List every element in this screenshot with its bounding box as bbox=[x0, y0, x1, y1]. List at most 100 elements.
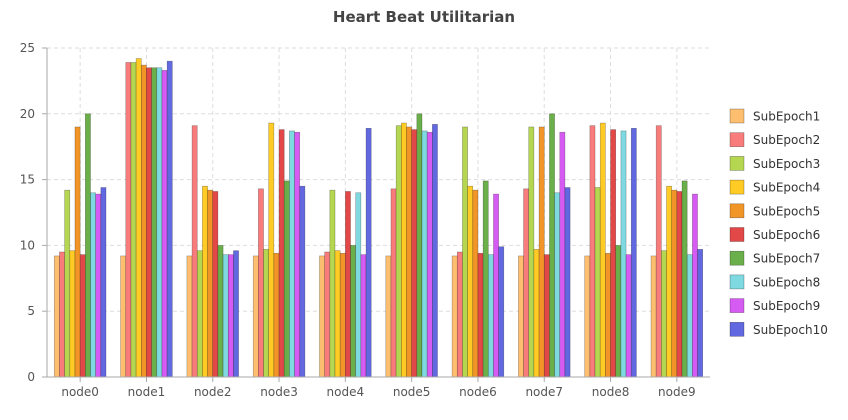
bar-node9-SubEpoch3 bbox=[661, 250, 667, 378]
bar-node5-SubEpoch9 bbox=[426, 131, 433, 378]
bar-node4-SubEpoch1 bbox=[319, 255, 325, 378]
x-tick-label: node6 bbox=[459, 385, 497, 399]
bar-node6-SubEpoch8 bbox=[487, 254, 494, 378]
bar-node2-SubEpoch10 bbox=[233, 250, 239, 378]
legend-label: SubEpoch1 bbox=[753, 110, 820, 124]
bar-node8-SubEpoch5 bbox=[605, 252, 611, 378]
bar-node9-SubEpoch7 bbox=[681, 180, 688, 378]
bar-node5-SubEpoch7 bbox=[416, 113, 423, 378]
y-tick-label: 5 bbox=[27, 304, 35, 318]
bar-node8-SubEpoch9 bbox=[625, 254, 632, 378]
bar-node1-SubEpoch7 bbox=[151, 67, 158, 378]
bar-node4-SubEpoch9 bbox=[360, 254, 367, 378]
bar-node1-SubEpoch9 bbox=[161, 70, 168, 378]
bar-node1-SubEpoch8 bbox=[156, 67, 163, 378]
bar-node1-SubEpoch5 bbox=[140, 64, 147, 378]
bar-node1-SubEpoch2 bbox=[125, 62, 132, 378]
x-tick-label: node0 bbox=[61, 385, 99, 399]
bar-node9-SubEpoch9 bbox=[692, 193, 698, 378]
legend-swatch bbox=[729, 179, 745, 195]
bar-node7-SubEpoch9 bbox=[559, 131, 566, 378]
bar-node6-SubEpoch7 bbox=[482, 180, 489, 378]
bar-node9-SubEpoch8 bbox=[686, 254, 693, 378]
bar-node9-SubEpoch4 bbox=[666, 185, 672, 378]
bar-node7-SubEpoch5 bbox=[538, 126, 545, 378]
legend-swatch bbox=[729, 108, 745, 124]
legend-swatch bbox=[729, 156, 745, 171]
bar-node5-SubEpoch2 bbox=[390, 188, 397, 378]
bar-node5-SubEpoch4 bbox=[401, 122, 407, 378]
legend-swatch bbox=[729, 298, 745, 313]
bar-node1-SubEpoch4 bbox=[135, 58, 142, 378]
bar-node7-SubEpoch3 bbox=[528, 126, 535, 378]
legend-label: SubEpoch5 bbox=[753, 204, 820, 218]
bar-node3-SubEpoch5 bbox=[273, 252, 280, 378]
bar-node6-SubEpoch2 bbox=[456, 251, 463, 378]
bar-node2-SubEpoch2 bbox=[191, 125, 198, 378]
bar-node0-SubEpoch4 bbox=[69, 250, 76, 378]
bar-node3-SubEpoch2 bbox=[258, 188, 264, 378]
x-tick-label: node5 bbox=[393, 385, 431, 399]
bar-node1-SubEpoch6 bbox=[146, 67, 152, 378]
bar-node4-SubEpoch10 bbox=[365, 127, 372, 378]
bar-node2-SubEpoch5 bbox=[207, 189, 214, 378]
bar-node4-SubEpoch8 bbox=[355, 192, 362, 378]
y-tick-label: 15 bbox=[20, 173, 35, 187]
bar-node5-SubEpoch3 bbox=[395, 125, 402, 378]
bar-node7-SubEpoch8 bbox=[554, 192, 561, 378]
x-tick-label: node7 bbox=[525, 385, 563, 399]
bars bbox=[53, 58, 704, 378]
bar-node6-SubEpoch10 bbox=[498, 246, 505, 378]
bar-node0-SubEpoch8 bbox=[90, 192, 96, 378]
legend-swatch bbox=[729, 321, 745, 337]
legend-swatch bbox=[729, 274, 745, 290]
bar-node2-SubEpoch7 bbox=[217, 245, 224, 378]
bar-node0-SubEpoch2 bbox=[59, 251, 65, 378]
legend-swatch bbox=[729, 132, 745, 147]
bar-node4-SubEpoch3 bbox=[329, 189, 336, 378]
bar-node6-SubEpoch6 bbox=[477, 252, 484, 378]
legend-label: SubEpoch3 bbox=[753, 157, 820, 171]
bar-node1-SubEpoch1 bbox=[120, 255, 127, 378]
y-tick-label: 10 bbox=[20, 238, 35, 252]
bar-node9-SubEpoch10 bbox=[697, 249, 704, 378]
bar-node8-SubEpoch1 bbox=[584, 255, 591, 378]
bar-node0-SubEpoch5 bbox=[74, 126, 81, 378]
bar-node8-SubEpoch2 bbox=[589, 125, 596, 378]
bar-node2-SubEpoch4 bbox=[202, 185, 208, 378]
legend-label: SubEpoch2 bbox=[753, 133, 820, 147]
legend-label: SubEpoch4 bbox=[753, 181, 820, 195]
bar-node9-SubEpoch6 bbox=[676, 191, 683, 378]
bar-node8-SubEpoch6 bbox=[610, 129, 617, 378]
legend-label: SubEpoch7 bbox=[753, 252, 820, 266]
y-tick-label: 25 bbox=[20, 41, 35, 55]
bar-node3-SubEpoch10 bbox=[299, 185, 306, 378]
x-tick-label: node9 bbox=[658, 385, 696, 399]
bar-node7-SubEpoch2 bbox=[523, 188, 530, 378]
y-tick-label: 20 bbox=[20, 107, 35, 121]
bar-node6-SubEpoch3 bbox=[462, 126, 468, 378]
bar-node6-SubEpoch9 bbox=[493, 193, 499, 378]
bar-node6-SubEpoch4 bbox=[467, 185, 474, 378]
bar-node3-SubEpoch1 bbox=[252, 255, 259, 378]
bar-node3-SubEpoch4 bbox=[268, 122, 275, 378]
bar-node3-SubEpoch3 bbox=[263, 249, 270, 378]
bar-node3-SubEpoch8 bbox=[289, 130, 295, 378]
bar-node7-SubEpoch10 bbox=[564, 187, 571, 378]
bar-node7-SubEpoch7 bbox=[549, 113, 555, 378]
bar-node4-SubEpoch4 bbox=[334, 250, 341, 378]
legend-swatch bbox=[729, 203, 745, 219]
bar-node2-SubEpoch1 bbox=[186, 255, 193, 378]
bar-node8-SubEpoch7 bbox=[615, 245, 622, 378]
x-tick-label: node8 bbox=[592, 385, 630, 399]
bar-node9-SubEpoch1 bbox=[650, 255, 657, 378]
bar-node8-SubEpoch3 bbox=[594, 187, 601, 378]
bar-node1-SubEpoch3 bbox=[130, 62, 137, 378]
bar-node0-SubEpoch3 bbox=[64, 189, 71, 378]
bar-node3-SubEpoch9 bbox=[294, 131, 301, 378]
axes: 0 5 10 15 20 25 node0 node1 node2 node3 node4 node5… bbox=[20, 41, 710, 399]
bar-node6-SubEpoch5 bbox=[472, 189, 479, 378]
bar-node8-SubEpoch10 bbox=[630, 127, 637, 378]
